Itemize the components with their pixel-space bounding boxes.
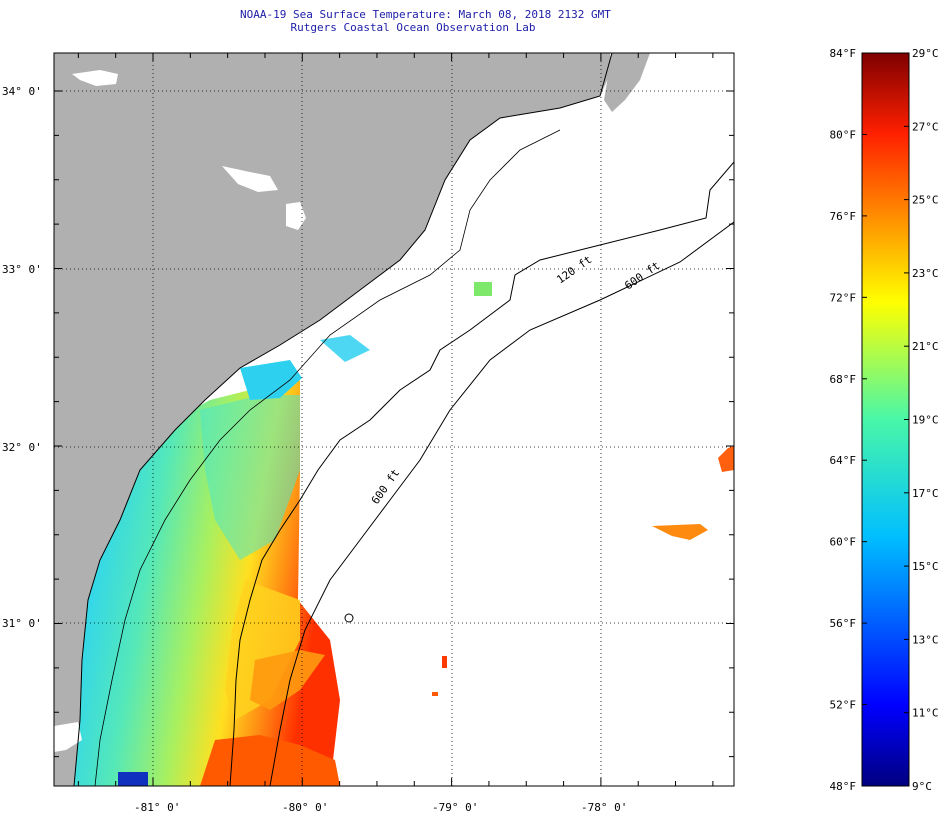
coastline (73, 53, 613, 786)
contour-label-600ft-south: 600 ft (369, 467, 402, 507)
cloud-patch-2 (222, 166, 278, 192)
cloud-patch-3 (286, 202, 306, 230)
sst-orange-speck (432, 692, 438, 696)
map-title: NOAA-19 Sea Surface Temperature: March 0… (240, 8, 611, 21)
sst-orange-patch-east (652, 524, 708, 540)
lat-label-34: 34° 0' (2, 85, 42, 98)
lon-axis-labels: -81° 0' -80° 0' -79° 0' -78° 0' (134, 801, 627, 814)
sst-red-speck (442, 656, 447, 668)
colorbar-f-label: 60°F (830, 536, 857, 549)
lon-label-80: -80° 0' (282, 801, 328, 814)
colorbar-f-label: 76°F (830, 210, 857, 223)
contour-600ft (269, 221, 734, 786)
land-outer-banks (604, 53, 650, 112)
sst-cyan-patches (240, 360, 302, 400)
sst-warm-zone (225, 580, 300, 720)
lat-lon-grid (54, 53, 734, 786)
sst-cyan-patches-2 (320, 335, 370, 362)
colorbar-fahrenheit-labels: 84°F 80°F 76°F 72°F 68°F 64°F 60°F 56°F 52°F 48°F (830, 47, 867, 793)
sst-orange-zone (250, 650, 325, 710)
sst-deep-blue-speck (118, 772, 148, 786)
colorbar-c-label: 11°C (912, 707, 939, 720)
colorbar-f-label: 48°F (830, 780, 857, 793)
lat-label-31: 31° 0' (2, 617, 42, 630)
colorbar-f-label: 84°F (830, 47, 857, 60)
colorbar-c-label: 13°C (912, 633, 939, 646)
colorbar-c-label: 23°C (912, 267, 939, 280)
colorbar-c-label: 9°C (912, 780, 932, 793)
colorbar-c-label: 25°C (912, 194, 939, 207)
lon-label-81: -81° 0' (134, 801, 180, 814)
colorbar-c-label: 19°C (912, 414, 939, 427)
cloud-patch-4 (54, 722, 82, 752)
lat-label-33: 33° 0' (2, 263, 42, 276)
map-frame (53, 52, 735, 787)
cloud-patch-1 (72, 70, 118, 86)
lon-label-78: -78° 0' (581, 801, 627, 814)
colorbar-c-label: 21°C (912, 340, 939, 353)
lat-axis-labels: 34° 0' 33° 0' 32° 0' 31° 0' (2, 85, 42, 630)
colorbar-f-label: 72°F (830, 291, 857, 304)
colorbar-c-label: 17°C (912, 487, 939, 500)
contour-label-600ft-north: 600 ft (622, 259, 662, 292)
sst-hot-patch-east (718, 446, 734, 472)
sst-green-patch (474, 282, 492, 296)
axis-ticks (54, 53, 734, 786)
lat-label-32: 32° 0' (2, 441, 42, 454)
seamount-contour (344, 613, 354, 623)
colorbar-c-label: 15°C (912, 560, 939, 573)
colorbar-f-label: 68°F (830, 373, 857, 386)
colorbar-c-label: 27°C (912, 120, 939, 133)
colorbar-f-label: 52°F (830, 699, 857, 712)
sst-field-inner (200, 395, 300, 560)
lon-label-79: -79° 0' (432, 801, 478, 814)
contour-120ft (229, 161, 734, 786)
sst-hot-zone (200, 735, 340, 786)
land-mass (54, 53, 612, 786)
colorbar-f-label: 64°F (830, 454, 857, 467)
map-subtitle: Rutgers Coastal Ocean Observation Lab (290, 21, 536, 34)
colorbar-celsius-labels: 29°C 27°C 25°C 23°C 21°C 19°C 17°C 15°C 13°C 11°C… (904, 47, 939, 793)
colorbar-f-label: 56°F (830, 617, 857, 630)
contour-label-120ft: 120 ft (554, 253, 594, 286)
nearshore-isobath (94, 129, 561, 786)
colorbar-c-label: 29°C (912, 47, 939, 60)
colorbar (861, 52, 910, 787)
colorbar-f-label: 80°F (830, 128, 857, 141)
map-plot-area (54, 53, 734, 786)
